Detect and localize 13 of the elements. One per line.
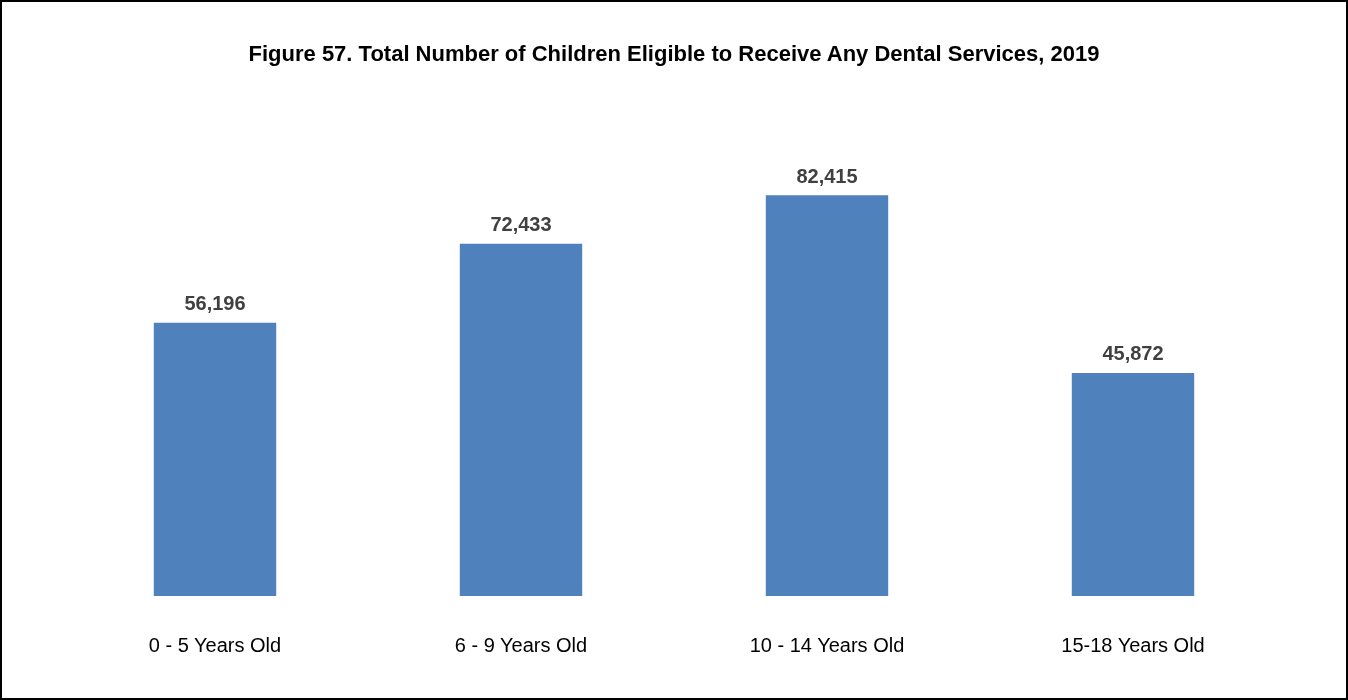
bar [459, 243, 583, 596]
x-tick-label: 10 - 14 Years Old [749, 633, 905, 656]
data-label: 45,872 [1102, 342, 1164, 365]
x-tick-label: 0 - 5 Years Old [148, 633, 282, 656]
x-tick-label: 15-18 Years Old [1061, 633, 1205, 656]
data-label: 56,196 [184, 292, 246, 315]
data-label: 82,415 [796, 164, 858, 187]
chart-title: Figure 57. Total Number of Children Eligible to Receive Any Dental Services, 2019 [248, 41, 1100, 67]
bar [1071, 372, 1195, 596]
bar [765, 195, 889, 596]
bar [153, 322, 277, 596]
data-label: 72,433 [490, 213, 552, 236]
x-tick-label: 6 - 9 Years Old [454, 633, 588, 656]
